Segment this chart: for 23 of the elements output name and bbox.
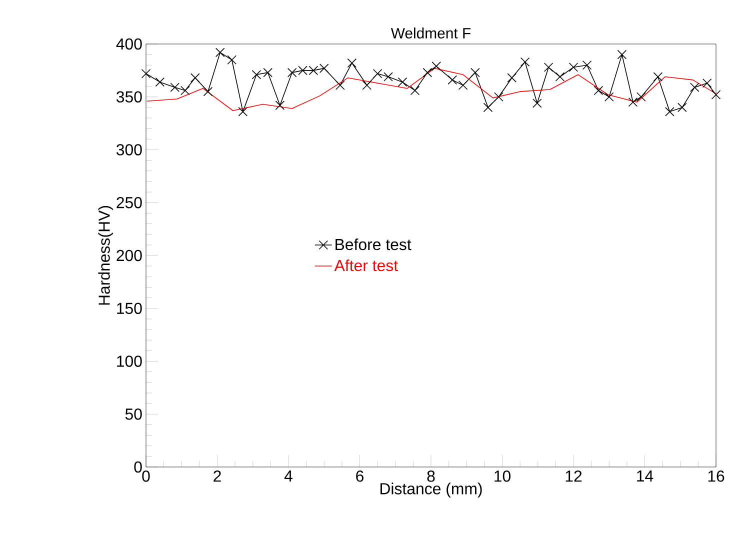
x-axis-title: Distance (mm) [380, 482, 482, 498]
y-axis-title: Hardness(HV) [98, 206, 114, 305]
y-tick-label: 200 [116, 250, 142, 262]
y-tick-label: 350 [116, 91, 142, 103]
chart-title: Weldment F [390, 28, 471, 38]
x-tick-label: 12 [566, 470, 582, 482]
y-tick-label: 150 [117, 302, 142, 314]
y-tick-label: 100 [117, 356, 142, 367]
x-tick-label: 16 [708, 470, 724, 482]
x-tick-label: 6 [356, 470, 364, 482]
y-tick-label: 400 [116, 38, 142, 50]
x-tick-label: 0 [142, 470, 150, 482]
y-tick-label: 0 [134, 461, 142, 473]
x-tick-label: 10 [494, 470, 510, 482]
y-tick-label: 300 [116, 144, 142, 156]
y-tick-label: 50 [125, 408, 142, 420]
x-tick-label: 4 [284, 470, 292, 482]
x-tick-label: 14 [637, 470, 654, 482]
y-tick-label: 250 [116, 196, 142, 208]
legend-label: Before test [336, 238, 412, 250]
legend-label: After test [334, 259, 398, 272]
x-tick-label: 2 [214, 470, 221, 482]
x-tick-label: 8 [427, 470, 435, 482]
